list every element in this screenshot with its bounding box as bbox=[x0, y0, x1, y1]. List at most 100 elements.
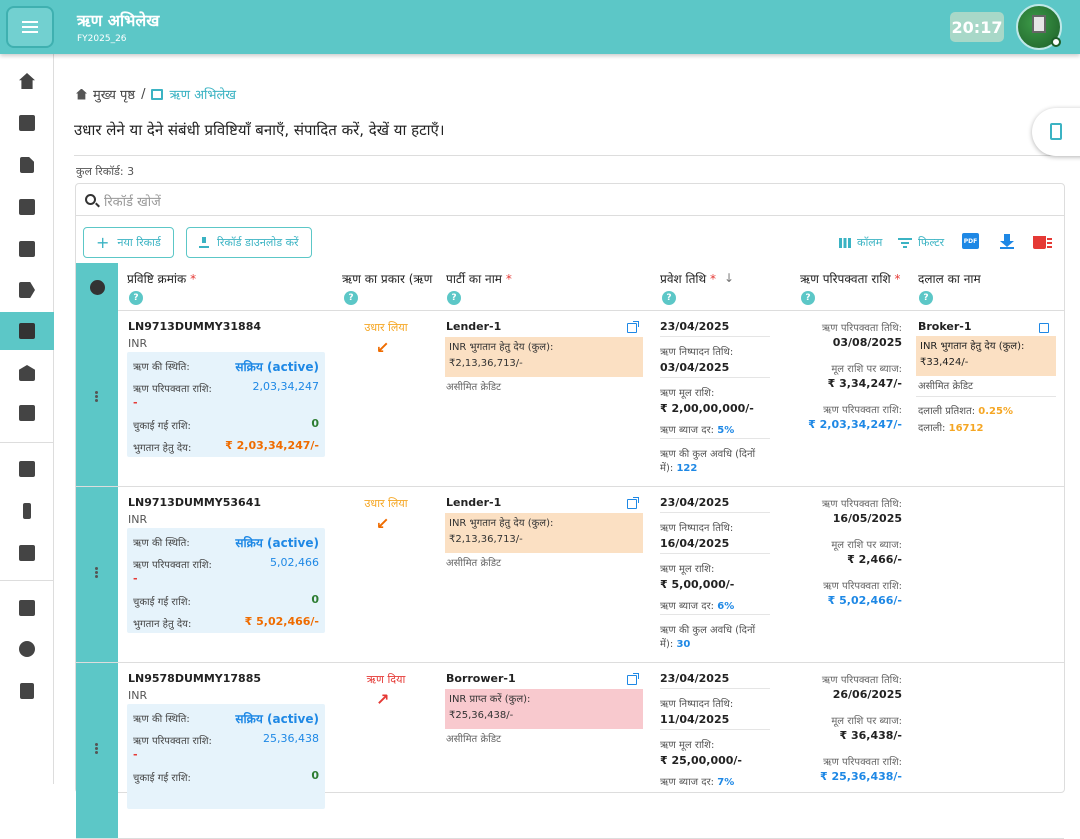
fiscal-year: FY2025_26 bbox=[77, 34, 127, 44]
sidebar-item-loan-ledger[interactable] bbox=[0, 312, 54, 350]
help-icon[interactable]: ? bbox=[801, 291, 815, 305]
due-value: ₹2,13,36,713/- bbox=[449, 358, 523, 369]
open-external-icon[interactable] bbox=[627, 321, 639, 333]
rate-line: ऋण ब्याज दर: 6% bbox=[660, 601, 735, 612]
maturity-amount-label: ऋण परिपक्वता राशि: bbox=[823, 405, 902, 416]
principal-value: ₹ 5,00,000/- bbox=[660, 578, 735, 591]
payable-label: भुगतान हेतु देय: bbox=[133, 443, 192, 454]
col-party[interactable]: पार्टी का नाम * bbox=[446, 272, 512, 286]
open-external-icon[interactable] bbox=[627, 673, 639, 685]
home-icon bbox=[76, 88, 87, 100]
inbox-in-icon bbox=[19, 199, 35, 215]
entry-number: LN9578DUMMY17885 bbox=[128, 672, 262, 685]
col-broker[interactable]: दलाल का नाम bbox=[918, 272, 981, 286]
principal-value: ₹ 2,00,00,000/- bbox=[660, 402, 754, 415]
loan-type: उधार लिया bbox=[364, 321, 408, 334]
new-record-button[interactable]: + नया रिकार्ड bbox=[83, 227, 174, 258]
home-icon bbox=[19, 73, 35, 89]
search-bar[interactable]: रिकॉर्ड खोजें bbox=[76, 184, 1064, 216]
delete-icon[interactable] bbox=[1033, 236, 1052, 249]
menu-button[interactable] bbox=[6, 6, 54, 48]
status-badge: सक्रिय (active) bbox=[235, 360, 319, 374]
computer-icon bbox=[1032, 15, 1046, 33]
sidebar-item-transfer[interactable] bbox=[0, 492, 54, 530]
sidebar-item-add[interactable] bbox=[0, 450, 54, 488]
broker-credit: असीमित क्रेडिट bbox=[918, 381, 974, 392]
filter-button[interactable]: फिल्टर bbox=[898, 235, 944, 250]
table-row[interactable]: LN9578DUMMY17885 INR ऋण की स्थिति: सक्रि… bbox=[76, 663, 1064, 839]
entry-number: LN9713DUMMY53641 bbox=[128, 496, 262, 509]
sidebar-item-inbox-in[interactable] bbox=[0, 188, 54, 226]
logout-icon bbox=[20, 683, 34, 699]
status-badge: सक्रिय (active) bbox=[235, 536, 319, 550]
sidebar-item-home[interactable] bbox=[0, 62, 54, 100]
open-external-icon[interactable] bbox=[627, 497, 639, 509]
breadcrumb-separator: / bbox=[141, 86, 146, 102]
inbox-out-icon bbox=[19, 241, 35, 257]
sidebar-item-document[interactable] bbox=[0, 146, 54, 184]
paid-value: 0 bbox=[311, 769, 319, 782]
interest-label: मूल राशि पर ब्याज: bbox=[831, 540, 902, 551]
paid-label: चुकाई गई राशि: bbox=[133, 597, 191, 608]
payable-label: भुगतान हेतु देय: bbox=[133, 619, 192, 630]
sidebar-item-logout[interactable] bbox=[0, 672, 54, 710]
sort-arrow-icon[interactable]: ↓ bbox=[724, 271, 735, 285]
principal-label: ऋण मूल राशि: bbox=[660, 564, 715, 575]
maturity-amount-label: ऋण परिपक्वता राशि: bbox=[823, 757, 902, 768]
help-icon[interactable]: ? bbox=[344, 291, 358, 305]
help-icon[interactable]: ? bbox=[919, 291, 933, 305]
col-loan-type[interactable]: ऋण का प्रकार (ऋण l bbox=[342, 272, 436, 286]
help-icon[interactable]: ? bbox=[447, 291, 461, 305]
brokerage-pct-line: दलाली प्रतिशत: 0.25% bbox=[918, 406, 1013, 417]
filter-label: फिल्टर bbox=[918, 236, 945, 249]
dash: - bbox=[133, 572, 138, 585]
due-value: ₹2,13,36,713/- bbox=[449, 534, 523, 545]
table-row[interactable]: LN9713DUMMY53641 INR ऋण की स्थिति: सक्रि… bbox=[76, 487, 1064, 663]
broker-due-box: INR भुगतान हेतु देय (कुल): ₹33,424/- bbox=[916, 336, 1056, 376]
sidebar-item-tag[interactable] bbox=[0, 271, 54, 309]
records-table: रिकॉर्ड खोजें + नया रिकार्ड रिकॉर्ड डाउन… bbox=[75, 183, 1065, 839]
sidebar-item-archive[interactable] bbox=[0, 394, 54, 432]
due-title: INR भुगतान हेतु देय (कुल): bbox=[449, 518, 554, 529]
breadcrumb-home[interactable]: मुख्य पृष्ठ bbox=[93, 88, 136, 103]
row-menu[interactable] bbox=[76, 663, 118, 838]
download-records-button[interactable]: रिकॉर्ड डाउनलोड करें bbox=[186, 227, 312, 258]
row-menu[interactable] bbox=[76, 311, 118, 486]
interest-value: ₹ 2,466/- bbox=[847, 553, 902, 566]
divider bbox=[660, 336, 770, 337]
download-icon[interactable] bbox=[1000, 234, 1014, 249]
avatar[interactable] bbox=[1016, 4, 1062, 50]
maturity-date: 26/06/2025 bbox=[832, 688, 902, 701]
sidebar-item-list[interactable] bbox=[0, 104, 54, 142]
sidebar-item-bank[interactable] bbox=[0, 354, 54, 392]
columns-button[interactable]: कॉलम bbox=[839, 235, 882, 250]
maturity-date-label: ऋण परिपक्वता तिथि: bbox=[821, 323, 902, 334]
help-icon[interactable]: ? bbox=[129, 291, 143, 305]
sidebar-item-inbox-out[interactable] bbox=[0, 230, 54, 268]
status-label: ऋण की स्थिति: bbox=[133, 714, 190, 725]
party-name: Lender-1 bbox=[446, 496, 502, 509]
col-entry-date[interactable]: प्रवेश तिथि * bbox=[660, 272, 717, 286]
sidebar-item-assignment[interactable] bbox=[0, 589, 54, 627]
col-maturity[interactable]: ऋण परिपक्वता राशि * bbox=[800, 272, 901, 286]
interest-value: ₹ 36,438/- bbox=[839, 729, 902, 742]
open-external-icon[interactable] bbox=[1039, 323, 1049, 333]
status-box: ऋण की स्थिति: सक्रिय (active) ऋण परिपक्व… bbox=[127, 352, 325, 457]
bank-icon bbox=[19, 365, 35, 381]
sidebar-item-table[interactable] bbox=[0, 534, 54, 572]
table-row[interactable]: LN9713DUMMY31884 INR ऋण की स्थिति: सक्रि… bbox=[76, 311, 1064, 487]
row-menu[interactable] bbox=[76, 487, 118, 662]
breadcrumb: मुख्य पृष्ठ / ऋण अभिलेख bbox=[76, 85, 236, 103]
help-icon[interactable]: ? bbox=[662, 291, 676, 305]
search-input[interactable]: रिकॉर्ड खोजें bbox=[104, 195, 161, 210]
settings-button[interactable] bbox=[76, 263, 118, 311]
pdf-icon[interactable]: PDF bbox=[962, 233, 979, 249]
col-entry-no[interactable]: प्रविष्टि क्रमांक * bbox=[127, 272, 197, 286]
paid-label: चुकाई गई राशि: bbox=[133, 773, 191, 784]
sidebar-item-help[interactable] bbox=[0, 630, 54, 668]
tag-icon bbox=[19, 282, 35, 298]
status-badge: सक्रिय (active) bbox=[235, 712, 319, 726]
side-panel-toggle[interactable] bbox=[1032, 108, 1080, 156]
divider bbox=[660, 438, 770, 439]
divider bbox=[74, 155, 1064, 156]
